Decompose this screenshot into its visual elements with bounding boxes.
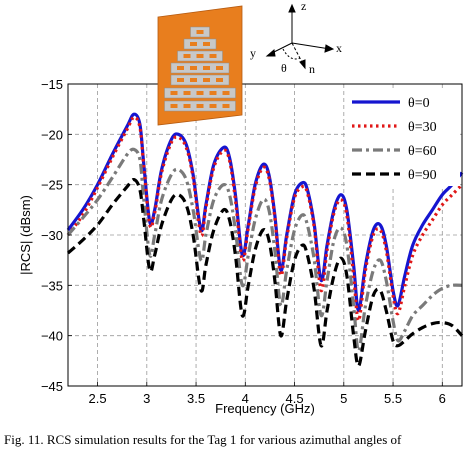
legend: θ=0 θ=30 θ=60 θ=90 — [346, 88, 460, 186]
x-tick-label: 6 — [439, 391, 446, 406]
x-tick-label: 3.5 — [187, 391, 205, 406]
series-group — [66, 112, 464, 368]
tag-slot-cell — [209, 54, 217, 58]
y-tick-label: −30 — [41, 228, 63, 243]
tag-slot-cell — [170, 104, 178, 108]
y-tick-label: −35 — [41, 278, 63, 293]
tag-slot-cell — [222, 91, 230, 95]
series-line — [66, 177, 464, 368]
coordinate-system — [265, 3, 335, 70]
tag-slots — [164, 26, 236, 112]
coord-label-y: y — [250, 46, 256, 60]
tag-slot-cell — [177, 78, 184, 82]
legend-label: θ=60 — [408, 144, 437, 159]
tag-slot-row — [170, 62, 230, 74]
tag-slot-cell — [209, 91, 217, 95]
y-tick-label: −40 — [41, 329, 63, 344]
tag-slot-cell — [203, 42, 210, 46]
y-axis-arrow — [265, 49, 276, 57]
tag-slot-cell — [177, 66, 184, 70]
x-tick-label: 5.5 — [384, 391, 402, 406]
tag-slot-cell — [209, 104, 217, 108]
tag-slot-cell — [222, 104, 230, 108]
tag-slot-cell — [216, 78, 223, 82]
x-tick-label: 5 — [340, 391, 347, 406]
tag-slot-cell — [203, 66, 210, 70]
tag-slot-cell — [196, 91, 204, 95]
tag-slot-cell — [190, 78, 197, 82]
y-axis-label: |RCS| (dBsm) — [18, 195, 33, 275]
tag-slot-cell — [190, 42, 197, 46]
tag-slot-cell — [183, 91, 191, 95]
coord-label-z: z — [301, 0, 306, 13]
legend-box — [346, 88, 460, 186]
series-line — [66, 115, 464, 323]
tag-illustration — [157, 5, 243, 126]
tag-slot-cell — [170, 91, 178, 95]
tag-slot-cell — [196, 104, 204, 108]
x-axis-line — [291, 42, 331, 50]
n-axis-arrow — [299, 59, 306, 70]
tag-slot-cell — [216, 66, 223, 70]
y-tick-label: −45 — [41, 379, 63, 394]
tag-slot-cell — [196, 54, 204, 58]
tag-slot-cell — [190, 66, 197, 70]
series-line — [66, 147, 463, 353]
x-tick-label: 3 — [143, 391, 150, 406]
n-axis-line — [291, 42, 304, 65]
y-tick-label: −20 — [41, 127, 63, 142]
x-tick-label: 4 — [242, 391, 249, 406]
tag-slot-row — [170, 74, 230, 86]
x-tick-label: 2.5 — [89, 391, 107, 406]
tag-slot-cell — [196, 30, 204, 34]
figure-caption: Fig. 11. RCS simulation results for the … — [4, 432, 402, 447]
coord-label-x: x — [336, 41, 342, 55]
coord-label-theta: θ — [281, 61, 287, 75]
z-axis-arrow — [288, 3, 296, 13]
tag-slot-cell — [183, 54, 191, 58]
legend-label: θ=30 — [408, 120, 437, 135]
y-tick-label: −15 — [41, 77, 63, 92]
coord-label-n: n — [309, 62, 315, 76]
legend-items: θ=0 θ=30 θ=60 θ=90 — [352, 96, 437, 183]
tag-slot-cell — [203, 78, 210, 82]
legend-label: θ=0 — [408, 96, 430, 111]
legend-label: θ=90 — [408, 168, 437, 183]
tag-slot-row — [183, 38, 217, 50]
y-tick-label: −25 — [41, 178, 63, 193]
x-axis-label: Frequency (GHz) — [215, 401, 315, 416]
x-tick-label: 4.5 — [286, 391, 304, 406]
tag-slot-cell — [183, 104, 191, 108]
ticks: 2.5 3 3.5 4 4.5 5 5.5 6 −45 −40 −35 −30 −25 −20 −15 — [41, 77, 446, 406]
x-axis-arrow — [324, 44, 335, 53]
